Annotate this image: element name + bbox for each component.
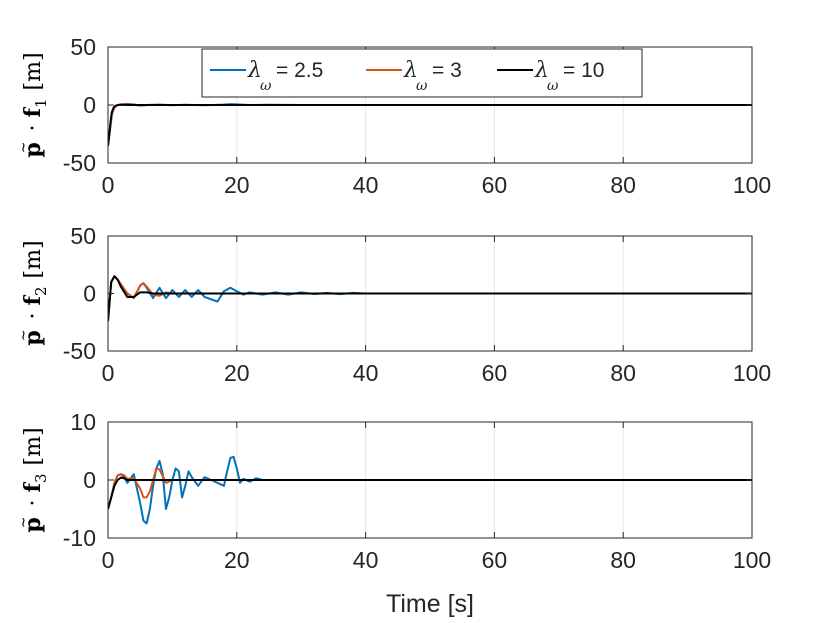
y-label-dot: · [21, 305, 46, 326]
y-label-subscript: 2 [32, 286, 50, 296]
legend-lambda-symbol: λ [247, 58, 262, 83]
y-label-unit: [m] [21, 427, 46, 465]
legend-entry-2: λω= 3 [366, 58, 462, 94]
legend-entry-1: λω= 2.5 [210, 58, 323, 94]
y-tick-label: 0 [83, 467, 96, 493]
legend-omega-subscript: ω [260, 78, 272, 94]
x-tick-label: 100 [733, 360, 771, 386]
y-label-unit: [m] [21, 52, 46, 90]
y-label-dot: · [21, 492, 46, 513]
legend-lambda-symbol: λ [403, 58, 418, 83]
legend-value: = 2.5 [276, 59, 323, 82]
y-label-basis: f [20, 481, 46, 492]
y-axis-label: p~ · f2 [m] [16, 240, 50, 345]
legend-omega-subscript: ω [416, 78, 428, 94]
x-tick-label: 0 [102, 360, 115, 386]
x-tick-label: 80 [610, 172, 636, 198]
x-tick-label: 20 [224, 360, 250, 386]
legend-value: = 3 [432, 59, 462, 82]
y-tick-label: 0 [83, 281, 96, 307]
series-line-3 [108, 103, 752, 146]
x-tick-label: 20 [224, 172, 250, 198]
y-label-basis: f [20, 294, 46, 305]
y-label-vector: p [20, 330, 46, 345]
y-label-subscript: 3 [32, 473, 50, 483]
x-tick-label: 100 [733, 172, 771, 198]
y-tick-label: 10 [70, 409, 96, 435]
legend: λω= 2.5 λω= 3 λω= 10 [201, 48, 643, 98]
legend-omega-subscript: ω [547, 78, 559, 94]
x-tick-label: 60 [482, 172, 508, 198]
x-tick-label: 40 [353, 172, 379, 198]
y-tick-label: -50 [63, 338, 96, 364]
y-label-unit: [m] [21, 240, 46, 278]
x-tick-label: 60 [482, 360, 508, 386]
series-line-3 [108, 476, 752, 510]
x-tick-label: 20 [224, 547, 250, 573]
tilde-icon: ~ [16, 329, 32, 341]
y-tick-label: -50 [63, 150, 96, 176]
series-line-3 [108, 275, 752, 322]
x-tick-label: 40 [353, 547, 379, 573]
x-tick-label: 80 [610, 547, 636, 573]
y-label-basis: f [20, 106, 46, 117]
tilde-icon: ~ [16, 141, 32, 153]
x-tick-label: 80 [610, 360, 636, 386]
legend-box [201, 48, 643, 98]
y-label-dot: · [21, 117, 46, 138]
y-tick-label: 50 [70, 34, 96, 60]
y-axis-label: p~ · f1 [m] [16, 52, 50, 157]
y-label-subscript: 1 [32, 98, 50, 108]
tilde-icon: ~ [16, 516, 32, 528]
x-tick-label: 40 [353, 360, 379, 386]
legend-entry-3: λω= 10 [497, 58, 604, 94]
y-label-vector: p [20, 142, 46, 157]
y-tick-label: 0 [83, 92, 96, 118]
y-tick-label: 50 [70, 223, 96, 249]
legend-lambda-symbol: λ [534, 58, 549, 83]
y-axis-label: p~ · f3 [m] [16, 427, 50, 532]
legend-value: = 10 [563, 59, 604, 82]
x-tick-label: 0 [102, 172, 115, 198]
x-axis-label: Time [s] [386, 590, 474, 618]
x-tick-label: 0 [102, 547, 115, 573]
x-tick-label: 60 [482, 547, 508, 573]
x-tick-label: 100 [733, 547, 771, 573]
y-tick-label: -10 [63, 525, 96, 551]
y-label-vector: p [20, 517, 46, 532]
